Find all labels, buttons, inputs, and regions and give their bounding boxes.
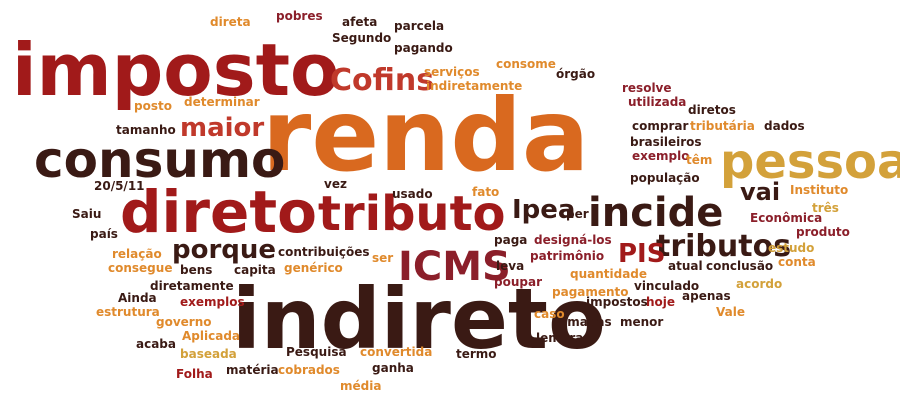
word-poupar: poupar [494, 275, 542, 289]
word-indireto: indireto [232, 270, 606, 368]
word-determinar: determinar [184, 95, 260, 109]
word-cofins: Cofins [330, 63, 434, 98]
word-atual: atual [668, 259, 703, 273]
word-tem: têm [686, 153, 712, 167]
word-economica: Econômica [750, 211, 822, 225]
word-lembrar: lembrar [536, 331, 589, 345]
word-camadas: camadas [552, 315, 612, 329]
word-comprar: comprar [632, 119, 688, 133]
word-termo: termo [456, 347, 497, 361]
word-vinculado: vinculado [634, 279, 699, 293]
word-orgao: órgão [556, 67, 595, 81]
word-materia: matéria [226, 363, 279, 377]
word-acordo: acordo [736, 277, 782, 291]
word-folha: Folha [176, 367, 213, 381]
word-parcela: parcela [394, 19, 444, 33]
word-generico: genérico [284, 261, 343, 275]
word-ainda: Ainda [118, 291, 157, 305]
word-pessoa: pessoa [720, 134, 900, 190]
word-pais: país [90, 227, 118, 241]
word-date: 20/5/11 [94, 179, 145, 193]
word-saiu: Saiu [72, 207, 101, 221]
word-hoje: hoje [646, 295, 675, 309]
word-media: média [340, 379, 381, 393]
word-diretos: diretos [688, 103, 736, 117]
word-tres: três [812, 201, 839, 215]
word-aplicada: Aplicada [182, 329, 240, 343]
word-incide: incide [588, 190, 723, 236]
word-capita: capita [234, 263, 276, 277]
word-icms: ICMS [398, 244, 511, 290]
word-vai: vai [740, 178, 780, 206]
word-pis: PIS [618, 239, 665, 269]
word-estudo: estudo [768, 241, 814, 255]
word-renda: renda [262, 77, 589, 194]
word-ipea: Ipea [512, 195, 575, 225]
word-consumo: consumo [34, 131, 285, 189]
word-leva: leva [496, 259, 524, 273]
word-resolve: resolve [622, 81, 672, 95]
word-dados: dados [764, 119, 805, 133]
word-tributo: tributo [318, 186, 506, 242]
word-brasileiros: brasileiros [630, 135, 702, 149]
word-tributos: tributos [656, 229, 791, 264]
word-pagamento: pagamento [552, 285, 629, 299]
word-relacao: relação [112, 247, 162, 261]
word-exemplos: exemplos [180, 295, 245, 309]
word-estrutura: estrutura [96, 305, 160, 319]
word-conclusao: conclusão [706, 259, 773, 273]
word-convertida: convertida [360, 345, 432, 359]
word-imposto: imposto [12, 28, 339, 112]
word-per: per [566, 207, 589, 221]
word-maior: maior [180, 113, 264, 143]
word-governo: governo [156, 315, 212, 329]
word-indiretamente: indiretamente [426, 79, 522, 93]
word-usado: usado [392, 187, 433, 201]
word-direta: direta [210, 15, 251, 29]
word-pobres: pobres [276, 9, 323, 23]
word-pesquisa: Pesquisa [286, 345, 347, 359]
word-impostos: impostos [586, 295, 648, 309]
word-posto: posto [134, 99, 172, 113]
word-fato: fato [472, 185, 499, 199]
word-acaba: acaba [136, 337, 176, 351]
word-baseada: baseada [180, 347, 237, 361]
word-cobrados: cobrados [278, 363, 340, 377]
word-utilizada: utilizada [628, 95, 686, 109]
word-vez: vez [324, 177, 347, 191]
word-tamanho: tamanho [116, 123, 176, 137]
word-consome: consome [496, 57, 556, 71]
word-ganha: ganha [372, 361, 414, 375]
word-tributaria: tributária [690, 119, 755, 133]
word-diretamente: diretamente [150, 279, 234, 293]
word-ser: ser [372, 251, 393, 265]
word-contribuicoes: contribuições [278, 245, 370, 259]
word-quantidade: quantidade [570, 267, 647, 281]
word-consegue: consegue [108, 261, 172, 275]
word-paga: paga [494, 233, 527, 247]
word-caso: caso [534, 307, 565, 321]
word-bens: bens [180, 263, 212, 277]
word-instituto: Instituto [790, 183, 848, 197]
word-exemplo: exemplo [632, 149, 689, 163]
word-produto: produto [796, 225, 850, 239]
word-menor: menor [620, 315, 663, 329]
word-vale: Vale [716, 305, 745, 319]
word-patrimonio: patrimônio [530, 249, 604, 263]
word-populacao: população [630, 171, 700, 185]
word-apenas: apenas [682, 289, 731, 303]
word-afeta: afeta [342, 15, 377, 29]
word-conta: conta [778, 255, 816, 269]
word-porque: porque [172, 235, 276, 265]
word-servicos: serviços [424, 65, 480, 79]
word-designa: designá-los [534, 233, 612, 247]
word-direto: direto [120, 178, 317, 246]
word-segundo: Segundo [332, 31, 391, 45]
word-pagando: pagando [394, 41, 453, 55]
